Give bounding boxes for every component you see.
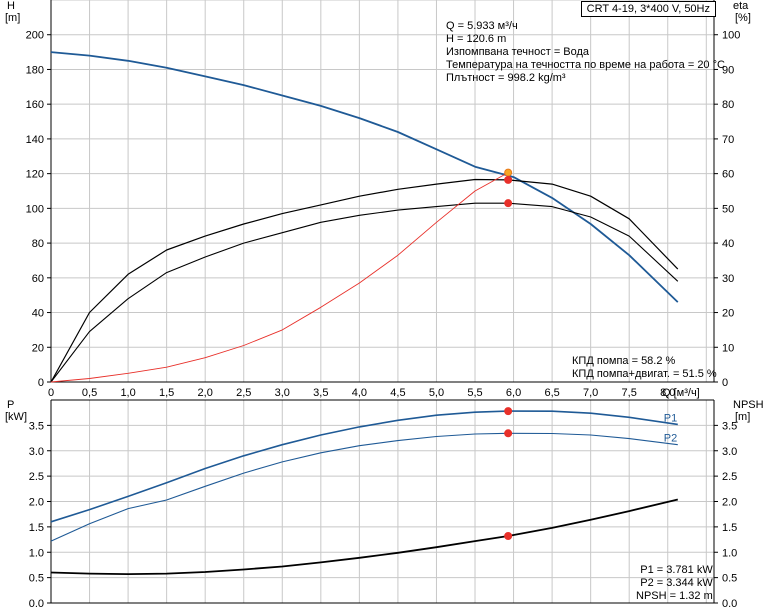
tick-label-right: 100 [722,30,740,42]
tick-label-right: 1.5 [722,522,737,534]
x-tick-label: 2,5 [236,387,251,399]
duty-point-temperature: Температура на течността по време на раб… [446,59,725,71]
tick-label-left: 20 [32,342,44,354]
tick-label-left: 0 [38,377,44,389]
tick-label-right: 0.0 [722,598,737,610]
x-tick-label: 6,5 [544,387,559,399]
p2-value: P2 = 3.344 kW [640,577,713,589]
chart-title: CRT 4-19, 3*400 V, 50Hz [580,1,716,17]
series-npsh [50,498,679,575]
tick-label-right: 40 [722,238,734,250]
tick-label-left: 1.5 [29,522,44,534]
efficiency-info: КПД помпа = 58.2 % КПД помпа+двигат. = 5… [572,355,717,381]
tick-label-right: 0.5 [722,573,737,585]
p1-value: P1 = 3.781 kW [640,564,713,576]
tick-label-right: 50 [722,203,734,215]
x-tick-label: 2,0 [198,387,213,399]
duty-marker-red [504,532,513,541]
pump-efficiency-value: КПД помпа = 58.2 % [572,355,676,367]
x-tick-label: 5,5 [467,387,482,399]
series-label-p2: P2 [664,433,677,445]
tick-label-right: 2.0 [722,497,737,509]
total-efficiency-value: КПД помпа+двигат. = 51.5 % [572,368,717,380]
x-tick-label: 8,0 [660,387,675,399]
x-tick-label: 4,5 [390,387,405,399]
tick-label-right: 30 [722,273,734,285]
tick-label-left: 3.0 [29,446,44,458]
series-label-p1: P1 [664,412,677,424]
tick-label-left: 40 [32,308,44,320]
tick-label-left: 2.0 [29,497,44,509]
x-tick-label: 7,0 [583,387,598,399]
duty-point-flow: Q = 5.933 м³/ч [446,20,518,32]
tick-label-right: 20 [722,308,734,320]
tick-label-left: 0.0 [29,598,44,610]
tick-label-left: 60 [32,273,44,285]
tick-label-right: 90 [722,64,734,76]
tick-label-right: 2.5 [722,471,737,483]
tick-label-right: 80 [722,99,734,111]
tick-label-right: 60 [722,169,734,181]
series-system-curve [50,172,509,383]
series-head-curve [50,51,679,303]
tick-label-left: 160 [26,99,44,111]
power-info: P1 = 3.781 kW P2 = 3.344 kW NPSH = 1.32 … [636,564,713,603]
x-tick-label: 3,5 [313,387,328,399]
panel-head-efficiency: 0 20 40 60 80 100 120 140 160 180 200 0 10 20 30 40 50 60… [5,0,751,389]
tick-label-left: 3.5 [29,420,44,432]
npsh-value: NPSH = 1.32 m [636,590,713,602]
duty-point-density: Плътност = 998.2 kg/m³ [446,72,566,84]
x-tick-label: 6,0 [506,387,521,399]
duty-point-liquid: Изпомпвана течност = Вода [446,46,590,58]
x-tick-label: 0,5 [82,387,97,399]
series-p2 [50,432,678,542]
duty-marker-orange [504,168,513,177]
duty-marker-red [504,175,513,184]
series-pump-efficiency [50,178,679,383]
x-tick-label: 7,5 [622,387,637,399]
x-tick-label: 1,0 [120,387,135,399]
tick-label-left: 0.5 [29,573,44,585]
tick-label-left: 2.5 [29,471,44,483]
tick-label-right: 10 [722,342,734,354]
x-tick-label: 1,5 [159,387,174,399]
y-axis-unit-right: [m] [735,411,750,423]
duty-point-head: H = 120.6 m [446,33,507,45]
tick-label-right: 70 [722,134,734,146]
y-axis-unit-left: [kW] [5,411,27,423]
duty-marker-red [504,407,513,416]
tick-label-left: 1.0 [29,547,44,559]
tick-label-left: 180 [26,64,44,76]
duty-point-info: Q = 5.933 м³/ч H = 120.6 m Изпомпвана те… [446,20,725,85]
x-tick-label: 5,0 [429,387,444,399]
tick-label-left: 200 [26,30,44,42]
y-axis-unit-left: [m] [5,12,20,24]
series-p1 [50,410,678,523]
duty-marker-red [504,429,513,438]
series-total-efficiency [50,202,679,383]
x-tick-label: 3,0 [275,387,290,399]
tick-label-left: 80 [32,238,44,250]
y-axis-name-left: H [7,0,15,12]
y-axis-name-right: eta [733,0,749,12]
panel-power-npsh: 0.0 0.5 1.0 1.5 2.0 2.5 3.0 3.5 0.0 0.5 1.0 1.5 2.0 2… [5,399,764,610]
tick-label-right: 3.5 [722,420,737,432]
y-axis-unit-right: [%] [735,12,751,24]
x-tick-label: 4,0 [352,387,367,399]
y-axis-name-left: P [7,399,14,411]
tick-label-left: 140 [26,134,44,146]
tick-label-left: 100 [26,203,44,215]
tick-label-right: 1.0 [722,547,737,559]
duty-marker-red [504,199,513,208]
y-axis-name-right: NPSH [733,399,764,411]
x-axis-label: Q [м³/ч] [662,387,700,399]
x-tick-label: 0 [48,387,54,399]
tick-label-right: 3.0 [722,446,737,458]
tick-label-left: 120 [26,169,44,181]
tick-label-right: 0 [722,377,728,389]
